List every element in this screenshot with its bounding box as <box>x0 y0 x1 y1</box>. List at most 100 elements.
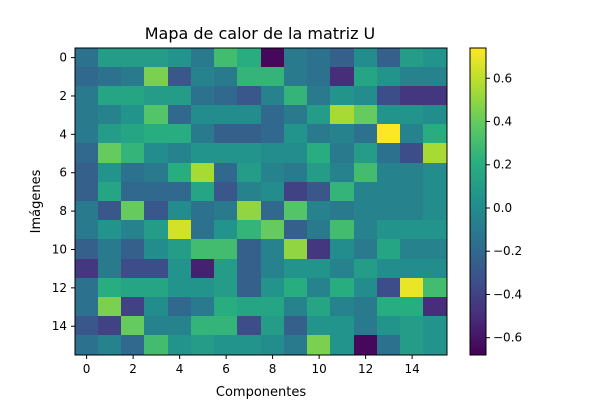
heatmap-cell <box>377 67 401 87</box>
y-tick-label: 12 <box>52 281 67 295</box>
heatmap-cell <box>168 105 192 125</box>
heatmap-cell <box>75 278 99 298</box>
heatmap-cell <box>307 143 331 164</box>
heatmap-cell <box>214 67 238 87</box>
heatmap-cell <box>168 143 192 164</box>
heatmap-cell <box>191 335 215 355</box>
heatmap-cell <box>214 105 238 125</box>
heatmap-cell <box>354 143 378 164</box>
heatmap-cell <box>191 259 215 279</box>
heatmap-cell <box>191 143 215 164</box>
heatmap-cell <box>144 239 168 260</box>
heatmap-cell <box>214 86 238 106</box>
heatmap-cell <box>377 259 401 279</box>
heatmap-cell <box>307 201 331 221</box>
heatmap-cell <box>121 259 145 279</box>
heatmap-cell <box>168 316 192 336</box>
heatmap-cell <box>237 163 261 183</box>
x-tick-label: 0 <box>83 362 91 376</box>
heatmap-cell <box>214 163 238 183</box>
heatmap-cell <box>121 239 145 260</box>
heatmap-cell <box>377 105 401 125</box>
heatmap-cell <box>284 163 308 183</box>
heatmap-cell <box>354 67 378 87</box>
heatmap-cell <box>144 143 168 164</box>
heatmap-cell <box>330 182 354 202</box>
heatmap-cell <box>98 48 122 68</box>
heatmap-cell <box>168 163 192 183</box>
heatmap-cell <box>168 278 192 298</box>
heatmap-cell <box>191 297 215 317</box>
heatmap-cell <box>214 220 238 240</box>
heatmap-cell <box>144 316 168 336</box>
heatmap-cell <box>98 86 122 106</box>
heatmap-cell <box>237 182 261 202</box>
heatmap-cell <box>400 335 424 355</box>
heatmap-cell <box>121 201 145 221</box>
heatmap-cell <box>330 105 354 125</box>
heatmap-cell <box>423 48 447 68</box>
heatmap-cell <box>400 297 424 317</box>
heatmap-cell <box>98 335 122 355</box>
colorbar-tick-label: 0.0 <box>493 201 512 215</box>
heatmap-cell <box>261 201 285 221</box>
heatmap-cell <box>214 335 238 355</box>
heatmap-cell <box>284 335 308 355</box>
heatmap-cell <box>377 124 401 144</box>
plot-frame <box>74 47 448 356</box>
colorbar-tick-label: −0.2 <box>493 244 522 258</box>
x-axis-label: Componentes <box>216 385 306 400</box>
heatmap-cell <box>400 124 424 144</box>
heatmap-cell <box>144 278 168 298</box>
heatmap-cell <box>191 124 215 144</box>
heatmap-cell <box>98 105 122 125</box>
heatmap-cell <box>354 297 378 317</box>
heatmap-cell <box>75 335 99 355</box>
y-tick-label: 6 <box>59 166 67 180</box>
y-tick-label: 2 <box>59 89 67 103</box>
y-axis-label: Imágenes <box>29 169 44 233</box>
y-tick-label: 4 <box>59 127 67 141</box>
heatmap-cell <box>261 105 285 125</box>
heatmap-cell <box>75 105 99 125</box>
heatmap-cell <box>191 316 215 336</box>
heatmap-cell <box>75 201 99 221</box>
heatmap-cell <box>377 220 401 240</box>
heatmap-cell <box>354 316 378 336</box>
heatmap-cell <box>98 182 122 202</box>
heatmap-cell <box>354 259 378 279</box>
heatmap-cell <box>423 335 447 355</box>
heatmap-cell <box>307 182 331 202</box>
heatmap-cell <box>144 259 168 279</box>
heatmap-cell <box>214 48 238 68</box>
heatmap-cell <box>307 278 331 298</box>
heatmap-cell <box>354 278 378 298</box>
heatmap-cell <box>354 48 378 68</box>
heatmap-cell <box>284 220 308 240</box>
heatmap-cell <box>284 48 308 68</box>
heatmap-cell <box>98 220 122 240</box>
x-tick-label: 12 <box>358 362 373 376</box>
heatmap-cell <box>237 278 261 298</box>
heatmap-cells <box>75 48 447 355</box>
heatmap-cell <box>261 163 285 183</box>
heatmap-cell <box>191 182 215 202</box>
heatmap-cell <box>98 239 122 260</box>
heatmap-cell <box>214 201 238 221</box>
heatmap-cell <box>75 67 99 87</box>
y-tick-label: 8 <box>59 204 67 218</box>
heatmap-cell <box>330 124 354 144</box>
heatmap-cell <box>284 86 308 106</box>
chart-title: Mapa de calor de la matriz U <box>145 24 376 43</box>
heatmap-cell <box>330 239 354 260</box>
heatmap-cell <box>75 124 99 144</box>
heatmap-cell <box>214 143 238 164</box>
heatmap-cell <box>261 48 285 68</box>
heatmap-cell <box>261 239 285 260</box>
heatmap-cell <box>377 297 401 317</box>
heatmap-cell <box>423 163 447 183</box>
heatmap-cell <box>98 201 122 221</box>
heatmap-cell <box>423 182 447 202</box>
heatmap-cell <box>191 278 215 298</box>
heatmap-cell <box>284 143 308 164</box>
